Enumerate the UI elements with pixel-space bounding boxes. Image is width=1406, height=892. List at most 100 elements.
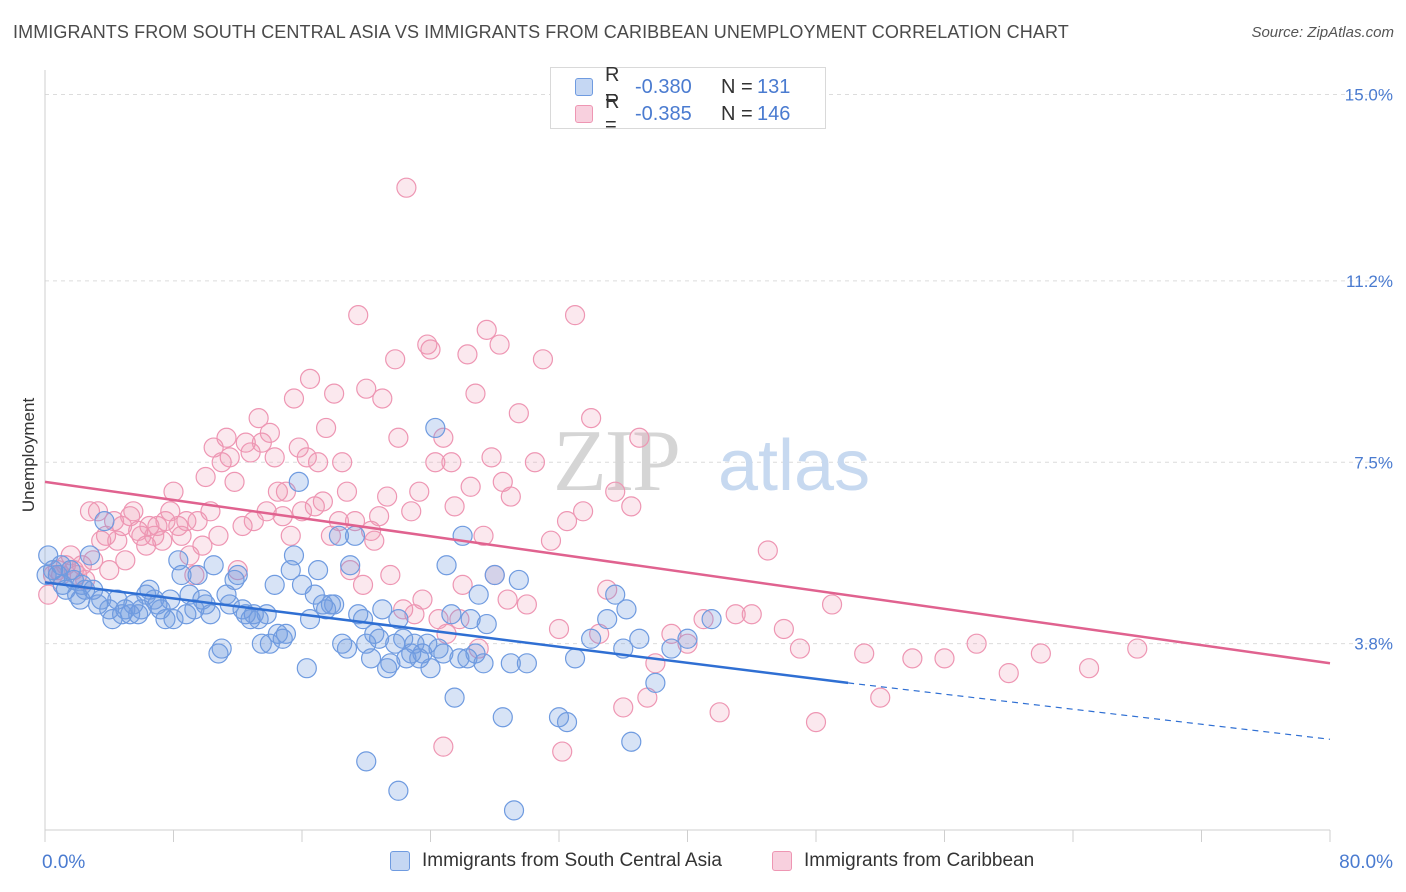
- data-point: [460, 609, 481, 630]
- data-point: [312, 491, 333, 512]
- data-point: [299, 368, 321, 390]
- data-point: [315, 417, 337, 439]
- data-point: [332, 452, 353, 473]
- data-point: [264, 447, 285, 468]
- data-point: [500, 486, 521, 507]
- data-point: [441, 604, 462, 625]
- data-point: [564, 648, 586, 669]
- data-point: [208, 525, 229, 546]
- legend-n-label: N =: [721, 102, 753, 125]
- data-point: [693, 609, 714, 630]
- data-point: [256, 604, 277, 625]
- data-point: [436, 555, 457, 576]
- data-point: [476, 319, 497, 340]
- data-point: [296, 658, 317, 679]
- data-point: [473, 653, 494, 674]
- data-point: [444, 496, 465, 517]
- data-point: [621, 496, 642, 517]
- data-point: [1127, 638, 1148, 659]
- legend-n-value: 146: [757, 102, 791, 125]
- data-point: [661, 623, 682, 644]
- data-point: [324, 594, 345, 615]
- series-caribbean-points: [38, 177, 1148, 762]
- data-point: [393, 599, 414, 620]
- data-point: [50, 555, 72, 576]
- data-point: [552, 741, 573, 762]
- data-point: [508, 569, 529, 591]
- data-point: [934, 648, 955, 669]
- data-point: [227, 564, 248, 586]
- data-point: [259, 422, 280, 443]
- data-point: [581, 408, 602, 429]
- watermark: ZIP atlas: [553, 413, 870, 510]
- data-point: [123, 501, 144, 522]
- data-point: [757, 540, 778, 561]
- data-point: [79, 501, 101, 522]
- legend-label: Immigrants from Caribbean: [804, 850, 1035, 871]
- data-point: [94, 510, 115, 532]
- data-point: [348, 305, 369, 326]
- data-point: [219, 447, 240, 468]
- legend-row-south-central-asia: R = -0.380 N = 131: [551, 64, 791, 109]
- data-point: [283, 388, 305, 409]
- legend-item-caribbean[interactable]: Immigrants from Caribbean: [772, 850, 1034, 872]
- data-point: [1078, 658, 1100, 679]
- data-point: [216, 427, 237, 448]
- data-point: [998, 662, 1019, 684]
- data-point: [99, 560, 120, 581]
- data-point: [532, 349, 554, 370]
- data-point: [629, 427, 650, 448]
- data-point: [139, 515, 160, 537]
- data-point: [597, 609, 618, 630]
- data-point: [372, 599, 393, 620]
- data-point: [709, 702, 730, 723]
- data-point: [79, 545, 101, 566]
- trend-line-caribbean: [44, 480, 1331, 665]
- legend-swatch-blue: [575, 78, 593, 96]
- data-point: [481, 447, 502, 468]
- data-point: [412, 589, 433, 610]
- data-point: [291, 501, 313, 522]
- data-point: [388, 427, 409, 448]
- watermark-zip: ZIP: [553, 413, 679, 510]
- data-point: [773, 618, 794, 640]
- data-point: [356, 378, 377, 399]
- data-point: [307, 560, 329, 581]
- data-point: [433, 736, 454, 757]
- y-tick-label: 15.0%: [1345, 86, 1393, 105]
- data-point: [613, 697, 634, 718]
- y-tick-label: 3.8%: [1354, 635, 1393, 654]
- data-point: [789, 638, 811, 659]
- data-point: [380, 653, 401, 674]
- data-point: [425, 417, 446, 439]
- data-point: [516, 594, 537, 615]
- data-point: [433, 643, 454, 664]
- data-point: [369, 506, 390, 527]
- data-point: [572, 501, 594, 522]
- data-point: [328, 525, 350, 546]
- data-point: [176, 510, 197, 532]
- data-point: [452, 574, 473, 595]
- data-point: [360, 648, 382, 669]
- data-point: [548, 618, 570, 640]
- data-point: [420, 658, 441, 679]
- data-point: [211, 638, 232, 659]
- data-point: [70, 589, 91, 610]
- data-point: [441, 452, 462, 473]
- data-point: [524, 452, 546, 473]
- axes: [44, 70, 1331, 842]
- legend-item-south-central-asia[interactable]: Immigrants from South Central Asia: [390, 850, 722, 872]
- data-point: [473, 525, 494, 546]
- data-point: [401, 501, 422, 522]
- data-point: [701, 609, 722, 630]
- data-point: [677, 633, 698, 654]
- data-point: [248, 408, 269, 429]
- legend-r-label: R =: [605, 64, 620, 109]
- legend-n-value: 131: [757, 75, 791, 98]
- data-point: [36, 564, 57, 586]
- data-point: [369, 628, 390, 649]
- data-point: [224, 471, 245, 492]
- data-point: [476, 613, 497, 635]
- data-point: [500, 653, 521, 674]
- data-point: [556, 510, 578, 532]
